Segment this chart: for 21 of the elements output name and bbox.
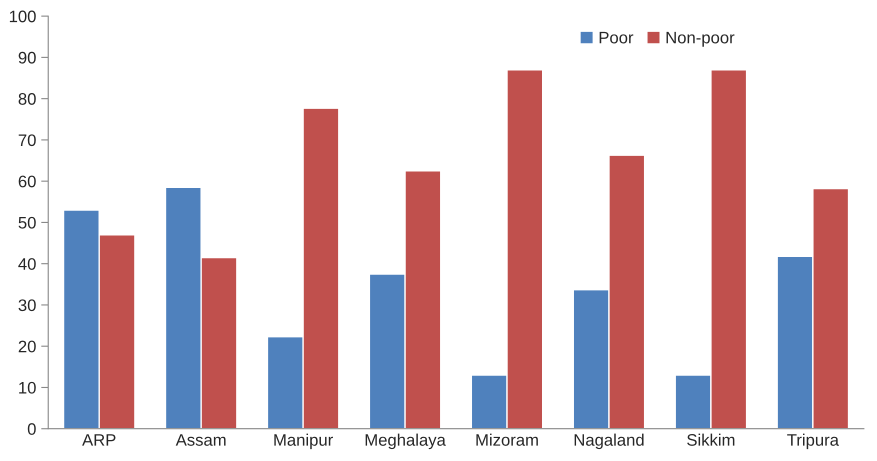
x-tick-label: Tripura bbox=[787, 434, 839, 450]
x-tick-label: ARP bbox=[82, 434, 116, 446]
y-tick-label: 40 bbox=[18, 258, 36, 270]
x-tick-label: Sikkim bbox=[687, 434, 734, 446]
x-tick-label: Manipur bbox=[274, 434, 333, 450]
y-tick-label: 10 bbox=[19, 382, 36, 394]
x-tick-label: Assam bbox=[176, 434, 226, 446]
legend-label: Poor bbox=[600, 32, 634, 44]
y-tick-label: 80 bbox=[18, 93, 36, 105]
y-tick-label: 0 bbox=[28, 423, 36, 435]
x-tick-label: Nagaland bbox=[574, 434, 644, 450]
y-tick-label: 90 bbox=[18, 52, 36, 64]
y-tick-label: 60 bbox=[18, 176, 36, 188]
y-tick-label: 100 bbox=[10, 10, 36, 22]
x-tick-label: Mizoram bbox=[476, 434, 538, 446]
y-tick-label: 50 bbox=[18, 216, 36, 229]
x-tick-label: Meghalaya bbox=[366, 434, 446, 450]
y-tick-label: 20 bbox=[18, 340, 36, 352]
y-tick-label: 70 bbox=[18, 134, 36, 146]
legend-label: Non-poor bbox=[666, 32, 734, 47]
y-tick-label: 30 bbox=[18, 299, 36, 312]
